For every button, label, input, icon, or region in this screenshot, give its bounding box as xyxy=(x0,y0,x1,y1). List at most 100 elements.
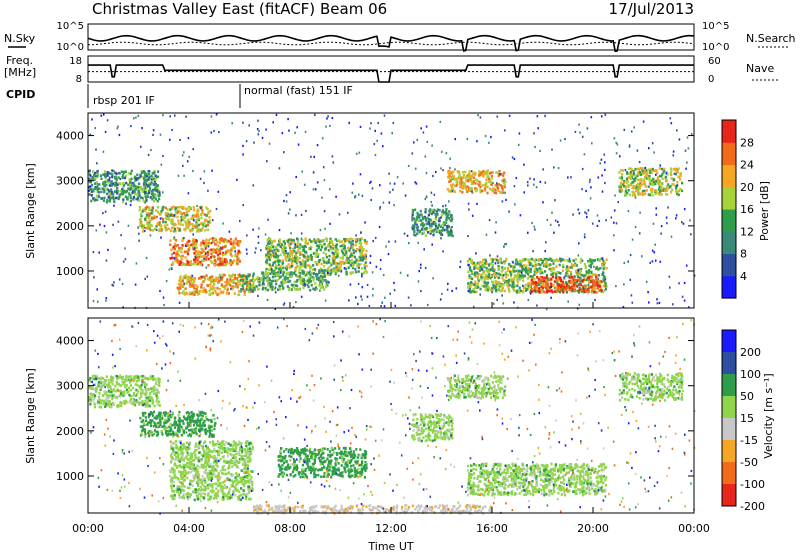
power-echo-cell xyxy=(153,179,156,183)
power-echo-cell xyxy=(208,289,211,293)
power-echo-cell xyxy=(533,273,536,276)
velocity-echo-cell xyxy=(116,377,119,381)
power-echo-cell xyxy=(427,231,430,234)
power-echo-cell xyxy=(172,245,175,249)
power-echo-cell xyxy=(349,272,352,275)
power-echo-cell xyxy=(122,182,125,185)
power-echo-cell xyxy=(239,278,243,282)
power-echo-cell xyxy=(598,279,601,283)
power-echo-cell xyxy=(339,260,342,264)
power-echo-cell xyxy=(159,229,162,233)
power-echo-cell xyxy=(206,228,209,232)
power-echo-cell xyxy=(578,276,582,280)
power-noise-cell xyxy=(118,133,121,137)
power-echo-cell xyxy=(632,177,635,181)
power-noise-cell xyxy=(379,207,381,210)
power-noise-cell xyxy=(551,211,553,214)
power-echo-cell xyxy=(546,263,549,267)
power-noise-cell xyxy=(332,251,334,254)
power-echo-cell xyxy=(287,238,290,242)
power-noise-cell xyxy=(665,172,668,175)
power-echo-cell xyxy=(458,175,461,178)
power-echo-cell xyxy=(120,170,123,174)
power-echo-cell xyxy=(500,289,504,292)
power-echo-cell xyxy=(321,275,325,279)
power-noise-cell xyxy=(205,266,208,269)
power-echo-cell xyxy=(411,209,414,212)
power-echo-cell xyxy=(426,216,429,219)
power-noise-cell xyxy=(596,224,599,227)
power-echo-cell xyxy=(177,289,180,292)
velocity-echo-cell xyxy=(128,375,131,378)
power-noise-cell xyxy=(211,169,213,172)
power-echo-cell xyxy=(316,262,319,265)
power-noise-cell xyxy=(557,220,559,223)
power-echo-cell xyxy=(296,284,299,288)
power-echo-cell xyxy=(174,258,177,262)
power-echo-cell xyxy=(272,279,275,283)
power-noise-cell xyxy=(610,216,613,219)
power-echo-cell xyxy=(204,288,207,292)
velocity-echo-cell xyxy=(157,380,160,383)
power-echo-cell xyxy=(316,244,319,247)
power-echo-cell xyxy=(207,257,210,261)
power-echo-cell xyxy=(471,289,475,293)
power-echo-cell xyxy=(587,290,590,293)
velocity-echo-cell xyxy=(97,382,100,386)
power-echo-cell xyxy=(208,278,211,282)
power-echo-cell xyxy=(341,254,344,258)
power-echo-cell xyxy=(643,189,646,193)
power-echo-cell xyxy=(146,214,149,217)
velocity-echo-cell xyxy=(142,422,145,425)
power-echo-cell xyxy=(522,276,525,279)
power-echo-cell xyxy=(661,173,664,176)
power-noise-cell xyxy=(361,194,364,197)
velocity-echo-cell xyxy=(151,375,154,378)
power-noise-cell xyxy=(542,201,544,204)
power-echo-cell xyxy=(105,192,109,196)
power-noise-cell xyxy=(587,209,590,212)
power-echo-cell xyxy=(524,283,527,287)
power-echo-cell xyxy=(493,272,496,275)
power-echo-cell xyxy=(467,175,470,179)
power-echo-cell xyxy=(431,209,434,212)
power-echo-cell xyxy=(245,280,248,284)
power-noise-cell xyxy=(603,153,606,156)
power-noise-cell xyxy=(676,184,678,187)
power-echo-cell xyxy=(325,255,328,259)
power-noise-cell xyxy=(203,170,206,173)
power-echo-cell xyxy=(588,276,591,279)
power-echo-cell xyxy=(475,188,478,192)
power-noise-cell xyxy=(589,197,592,200)
power-noise-cell xyxy=(285,194,288,197)
power-noise-cell xyxy=(163,304,165,307)
power-echo-cell xyxy=(199,275,202,279)
power-echo-cell xyxy=(151,176,154,179)
power-noise-cell xyxy=(673,172,676,175)
power-echo-cell xyxy=(599,287,603,290)
power-echo-cell xyxy=(420,213,423,216)
power-noise-cell xyxy=(542,168,544,171)
chart-title: Christmas Valley East (fitACF) xyxy=(92,0,315,18)
power-echo-cell xyxy=(319,267,323,271)
power-noise-cell xyxy=(439,298,442,301)
power-noise-cell xyxy=(361,286,364,289)
power-noise-cell xyxy=(382,201,385,204)
power-echo-cell xyxy=(620,169,623,172)
power-noise-cell xyxy=(402,182,404,185)
power-noise-cell xyxy=(388,201,391,204)
power-echo-cell xyxy=(201,208,204,212)
power-echo-cell xyxy=(450,188,453,191)
velocity-echo-cell xyxy=(138,403,141,406)
power-noise-cell xyxy=(162,296,165,299)
power-echo-cell xyxy=(544,284,547,287)
power-echo-cell xyxy=(335,255,338,259)
power-echo-cell xyxy=(167,227,170,231)
power-echo-cell xyxy=(549,257,552,261)
power-echo-cell xyxy=(539,263,542,267)
power-noise-cell xyxy=(326,117,328,120)
power-echo-cell xyxy=(248,273,251,277)
power-echo-cell xyxy=(350,252,353,255)
velocity-echo-cell xyxy=(151,398,154,402)
power-echo-cell xyxy=(148,208,151,211)
